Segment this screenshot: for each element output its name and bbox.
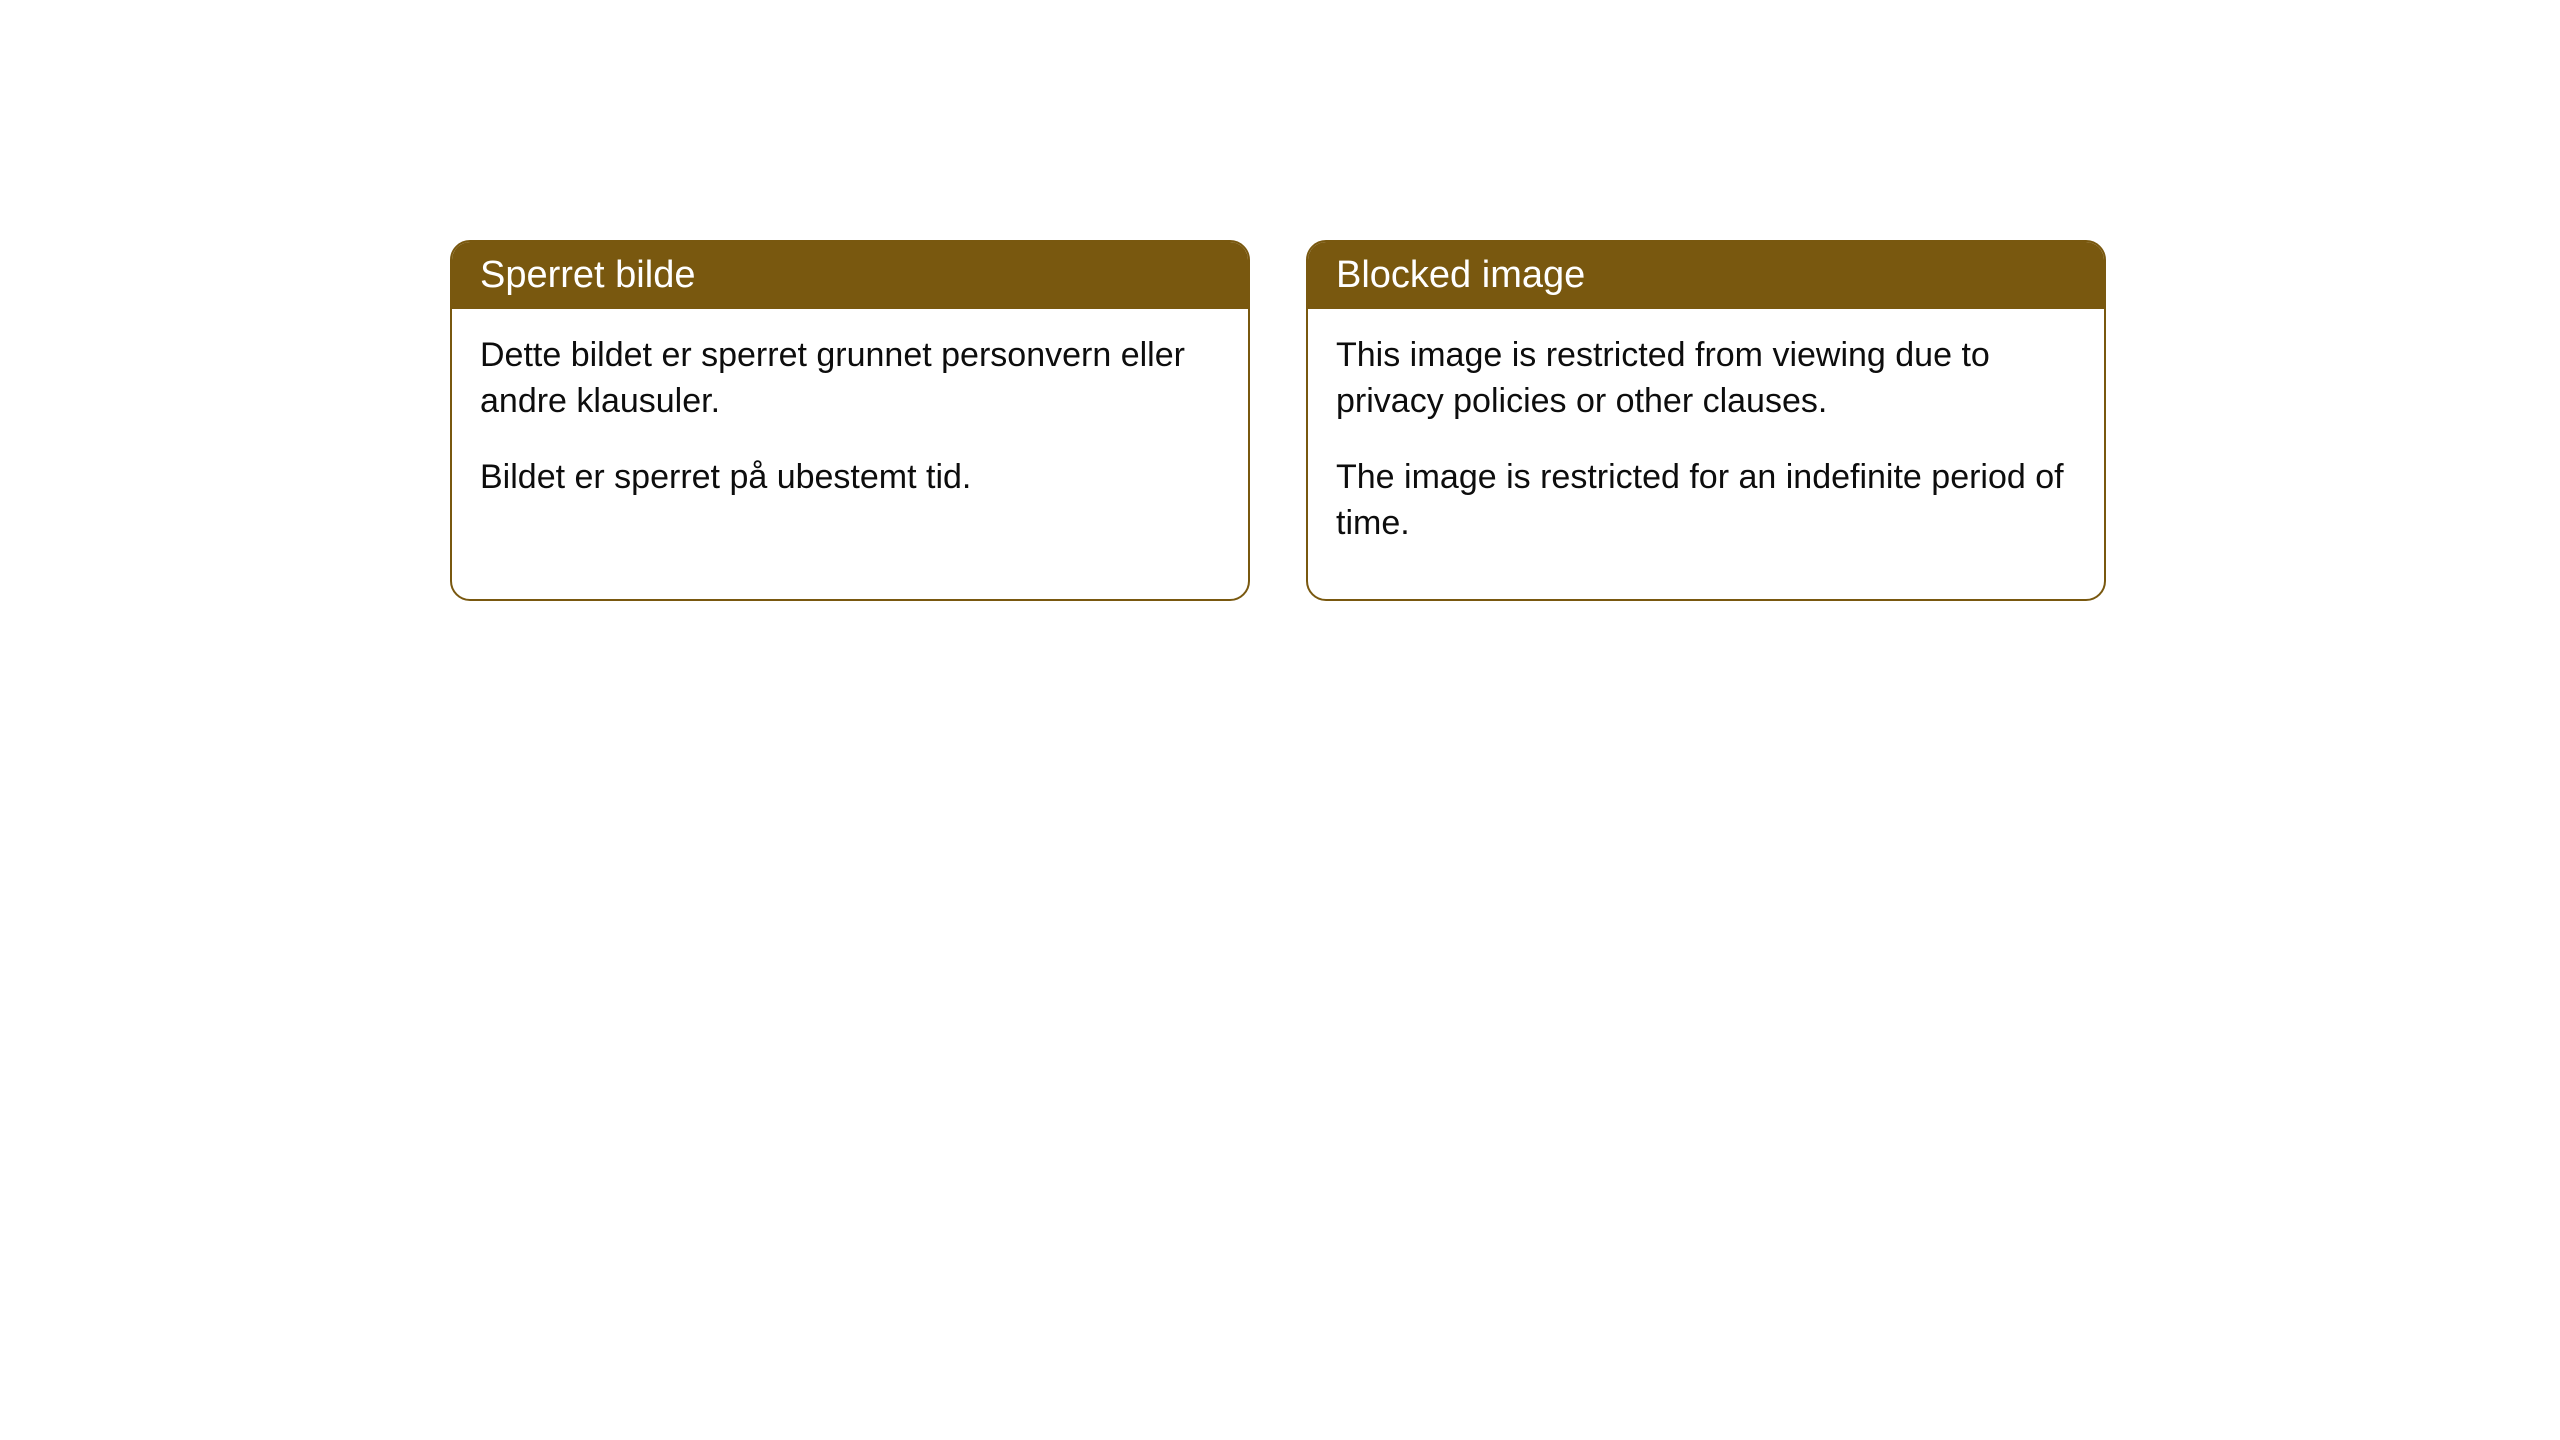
card-body-norwegian: Dette bildet er sperret grunnet personve…	[452, 309, 1248, 553]
blocked-image-card-english: Blocked image This image is restricted f…	[1306, 240, 2106, 601]
card-paragraph: The image is restricted for an indefinit…	[1336, 455, 2076, 547]
card-paragraph: Dette bildet er sperret grunnet personve…	[480, 333, 1220, 425]
blocked-image-card-norwegian: Sperret bilde Dette bildet er sperret gr…	[450, 240, 1250, 601]
card-header-english: Blocked image	[1308, 242, 2104, 309]
card-paragraph: This image is restricted from viewing du…	[1336, 333, 2076, 425]
card-header-norwegian: Sperret bilde	[452, 242, 1248, 309]
card-body-english: This image is restricted from viewing du…	[1308, 309, 2104, 599]
card-paragraph: Bildet er sperret på ubestemt tid.	[480, 455, 1220, 501]
notice-cards-container: Sperret bilde Dette bildet er sperret gr…	[450, 240, 2106, 601]
